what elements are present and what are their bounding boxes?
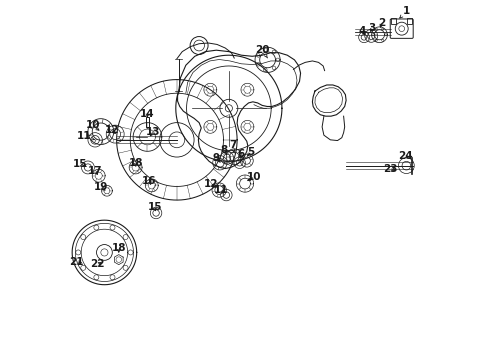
Bar xyxy=(146,117,149,127)
Text: 15: 15 xyxy=(147,202,162,212)
Text: 17: 17 xyxy=(88,166,102,176)
Text: 18: 18 xyxy=(112,243,126,253)
Text: 10: 10 xyxy=(85,121,100,130)
Text: 23: 23 xyxy=(383,163,397,174)
Text: 22: 22 xyxy=(90,259,104,269)
Text: 7: 7 xyxy=(229,140,236,153)
Text: 13: 13 xyxy=(147,127,161,136)
Text: 9: 9 xyxy=(213,153,220,163)
Text: 15: 15 xyxy=(73,159,87,169)
Text: 11: 11 xyxy=(213,185,228,195)
Text: 5: 5 xyxy=(247,147,254,157)
Text: 1: 1 xyxy=(400,6,410,18)
Text: 21: 21 xyxy=(69,257,84,267)
Bar xyxy=(392,18,396,24)
Text: 4: 4 xyxy=(359,26,367,36)
Text: 24: 24 xyxy=(398,150,413,161)
Text: 16: 16 xyxy=(142,176,156,186)
Text: 19: 19 xyxy=(94,182,108,192)
Text: 3: 3 xyxy=(368,23,376,33)
Text: 14: 14 xyxy=(140,109,155,119)
Text: 20: 20 xyxy=(255,45,270,58)
Text: 12: 12 xyxy=(204,179,218,189)
Text: 11: 11 xyxy=(76,131,95,141)
Text: 10: 10 xyxy=(247,172,261,182)
Text: 18: 18 xyxy=(129,158,143,168)
Text: 8: 8 xyxy=(220,144,228,154)
Text: 6: 6 xyxy=(238,149,245,159)
Text: 2: 2 xyxy=(378,18,386,28)
Bar xyxy=(407,18,412,24)
Text: 12: 12 xyxy=(104,125,119,135)
